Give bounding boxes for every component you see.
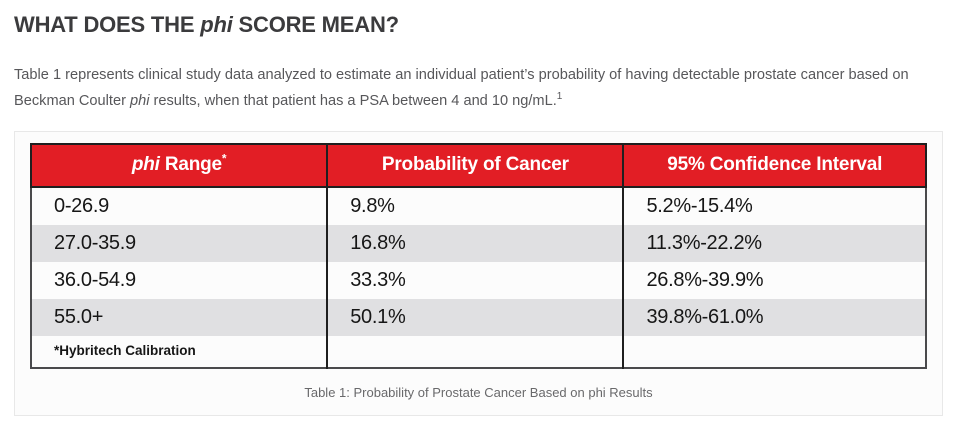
page-title-phi: phi <box>200 12 233 37</box>
intro-phi: phi <box>130 93 150 109</box>
table-header-row: phi Range* Probability of Cancer 95% Con… <box>29 143 927 188</box>
table-row: 36.0-54.9 33.3% 26.8%-39.9% <box>31 262 926 299</box>
intro-text-part1: Table 1 represents clinical study data a… <box>14 67 909 109</box>
page-title: WHAT DOES THE phi SCORE MEAN? <box>14 12 943 38</box>
footnote-empty-cell <box>326 336 624 368</box>
header-cell-probability: Probability of Cancer <box>326 143 625 188</box>
page: WHAT DOES THE phi SCORE MEAN? Table 1 re… <box>14 12 943 416</box>
footnote-empty-cell <box>622 336 926 368</box>
cell-confidence-interval: 26.8%-39.9% <box>622 262 926 299</box>
cell-probability: 33.3% <box>326 262 624 299</box>
header-asterisk: * <box>221 151 227 166</box>
header-range-label: Range <box>159 154 222 175</box>
header-cell-phi-range: phi Range* <box>29 143 329 188</box>
cell-range: 36.0-54.9 <box>54 269 136 291</box>
table-row: 0-26.9 9.8% 5.2%-15.4% <box>31 187 926 225</box>
cell-range: 27.0-35.9 <box>31 225 328 262</box>
footnote-cell: *Hybritech Calibration <box>54 343 196 358</box>
cell-range: 0-26.9 <box>54 195 109 217</box>
table-row: 27.0-35.9 16.8% 11.3%-22.2% <box>31 225 926 262</box>
cell-range: 55.0+ <box>31 299 328 336</box>
page-title-pre: WHAT DOES THE <box>14 12 201 37</box>
cell-confidence-interval: 11.3%-22.2% <box>622 225 926 262</box>
table-footnote-row: *Hybritech Calibration <box>31 336 926 368</box>
intro-text-part2: results, when that patient has a PSA bet… <box>149 93 557 109</box>
cell-probability: 50.1% <box>326 299 624 336</box>
header-cell-confidence-interval: 95% Confidence Interval <box>622 143 927 188</box>
header-phi-italic: phi <box>131 154 160 175</box>
cell-confidence-interval: 5.2%-15.4% <box>622 187 926 225</box>
cell-probability: 9.8% <box>326 187 624 225</box>
table-figure: phi Range* Probability of Cancer 95% Con… <box>14 131 943 416</box>
page-title-post: SCORE MEAN? <box>232 12 400 37</box>
intro-paragraph: Table 1 represents clinical study data a… <box>14 62 943 114</box>
cell-probability: 16.8% <box>326 225 624 262</box>
cell-confidence-interval: 39.8%-61.0% <box>622 299 926 336</box>
phi-results-table: phi Range* Probability of Cancer 95% Con… <box>29 143 927 369</box>
footnote-reference-superscript: 1 <box>556 91 563 103</box>
table-row: 55.0+ 50.1% 39.8%-61.0% <box>31 299 926 336</box>
table-caption: Table 1: Probability of Prostate Cancer … <box>304 385 653 400</box>
